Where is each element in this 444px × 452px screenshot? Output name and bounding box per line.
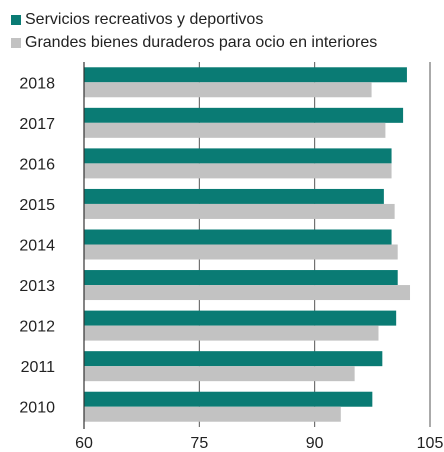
bar-2011-servicios <box>84 351 383 367</box>
legend-swatch-servicios <box>11 14 21 25</box>
category-label-2011: 2011 <box>21 359 56 376</box>
bar-2012-grandes-bienes <box>84 325 379 341</box>
bar-2013-servicios <box>84 270 398 286</box>
x-tick-label-60: 60 <box>75 435 93 452</box>
bar-2014-grandes-bienes <box>84 244 398 260</box>
category-label-2012: 2012 <box>19 319 55 336</box>
legend-item-servicios: Servicios recreativos y deportivos <box>11 8 377 31</box>
bar-2015-servicios <box>84 188 384 204</box>
category-label-2015: 2015 <box>19 197 55 214</box>
legend-item-grandes-bienes: Grandes bienes duraderos para ocio en in… <box>11 31 377 54</box>
category-label-2018: 2018 <box>19 75 55 92</box>
bar-2011-grandes-bienes <box>84 366 355 382</box>
bar-2018-servicios <box>84 67 407 83</box>
bar-2013-grandes-bienes <box>84 285 411 301</box>
x-tick-label-75: 75 <box>190 435 208 452</box>
category-label-2013: 2013 <box>19 278 55 295</box>
bar-2010-grandes-bienes <box>84 406 341 422</box>
bar-2012-servicios <box>84 310 397 326</box>
bar-2017-grandes-bienes <box>84 122 386 138</box>
legend-label-grandes-bienes: Grandes bienes duraderos para ocio en in… <box>25 33 378 51</box>
bar-2017-servicios <box>84 107 404 123</box>
x-tick-label-105: 105 <box>417 435 444 452</box>
axis-group: 2018 2017 2016 2015 2014 2013 2012 2011 2010 60 75… <box>19 62 443 452</box>
bar-2016-grandes-bienes <box>84 163 392 179</box>
category-label-2016: 2016 <box>19 156 55 173</box>
category-label-2014: 2014 <box>19 238 55 255</box>
bar-2014-servicios <box>84 229 392 245</box>
bar-2015-grandes-bienes <box>84 203 395 219</box>
bar-2018-grandes-bienes <box>84 82 372 98</box>
bar-2010-servicios <box>84 391 373 407</box>
bar-2016-servicios <box>84 148 392 164</box>
legend: Servicios recreativos y deportivos Grand… <box>11 8 377 54</box>
category-label-2017: 2017 <box>19 116 55 133</box>
legend-label-servicios: Servicios recreativos y deportivos <box>25 10 264 28</box>
category-label-2010: 2010 <box>19 400 55 417</box>
x-tick-label-90: 90 <box>306 435 324 452</box>
bars-group <box>84 67 411 422</box>
legend-swatch-grandes-bienes <box>11 37 21 48</box>
